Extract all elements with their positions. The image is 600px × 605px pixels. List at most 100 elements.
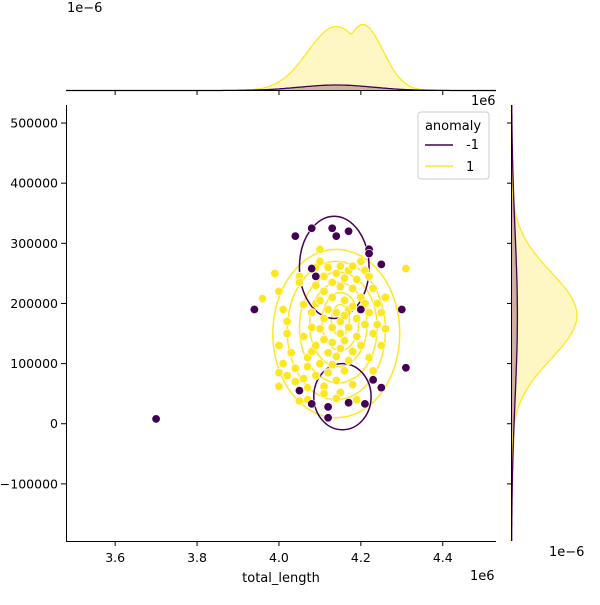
scatter-point-normal bbox=[319, 335, 329, 345]
top-marginal-offset-label: 1e−6 bbox=[67, 1, 102, 16]
scatter-point-normal bbox=[282, 329, 292, 339]
scatter-point-normal bbox=[360, 320, 370, 330]
scatter-point-normal bbox=[376, 341, 386, 351]
scatter-point-normal bbox=[323, 348, 333, 358]
scatter-point-anomaly bbox=[294, 386, 304, 396]
scatter-point-normal bbox=[331, 375, 341, 385]
scatter-point-normal bbox=[299, 332, 309, 342]
scatter-point-normal bbox=[303, 362, 313, 372]
kde-contour-anomaly bbox=[298, 215, 370, 320]
scatter-point-anomaly bbox=[307, 264, 317, 274]
scatter-point-normal bbox=[348, 261, 358, 271]
scatter-point-normal bbox=[290, 363, 300, 373]
top-marginal-fill-normal bbox=[66, 24, 496, 91]
scatter-point-normal bbox=[372, 298, 382, 308]
scatter-point-normal bbox=[327, 360, 337, 370]
scatter-point-normal bbox=[315, 359, 325, 369]
scatter-point-anomaly bbox=[344, 398, 354, 408]
legend-label-normal: 1 bbox=[466, 160, 474, 175]
right-marginal-plot: 1e−6 bbox=[507, 105, 584, 560]
scatter-points bbox=[151, 223, 411, 424]
scatter-point-normal bbox=[352, 332, 362, 342]
scatter-point-anomaly bbox=[323, 413, 333, 423]
scatter-point-normal bbox=[315, 324, 325, 334]
joint-scatter-plot: 3.6 3.8 4.0 4.2 4.4 −100000 0 100000 200000 3000… bbox=[0, 94, 496, 586]
scatter-point-normal bbox=[401, 264, 411, 274]
scatter-point-normal bbox=[372, 320, 382, 330]
scatter-point-normal bbox=[299, 374, 309, 384]
scatter-point-normal bbox=[299, 300, 309, 310]
scatter-point-normal bbox=[327, 292, 337, 302]
scatter-point-normal bbox=[315, 256, 325, 266]
legend: anomaly -1 1 bbox=[417, 111, 490, 180]
scatter-point-normal bbox=[364, 307, 374, 317]
y-tick-label: 200000 bbox=[10, 296, 58, 311]
scatter-point-anomaly bbox=[360, 399, 370, 409]
scatter-point-normal bbox=[270, 268, 280, 278]
top-marginal-line-normal bbox=[66, 23, 496, 92]
scatter-point-normal bbox=[319, 286, 329, 296]
scatter-point-normal bbox=[319, 313, 329, 323]
scatter-point-normal bbox=[274, 368, 284, 378]
scatter-point-normal bbox=[348, 347, 358, 357]
scatter-point-normal bbox=[282, 316, 292, 326]
scatter-point-normal bbox=[335, 344, 345, 354]
scatter-point-normal bbox=[274, 341, 284, 351]
x-tick-label: 3.6 bbox=[105, 550, 125, 565]
scatter-point-anomaly bbox=[290, 231, 300, 241]
scatter-point-anomaly bbox=[151, 414, 161, 424]
scatter-point-normal bbox=[323, 262, 333, 272]
scatter-point-normal bbox=[348, 380, 358, 390]
x-tick-label: 4.2 bbox=[351, 550, 371, 565]
scatter-point-normal bbox=[323, 304, 333, 314]
scatter-point-normal bbox=[352, 313, 362, 323]
scatter-point-anomaly bbox=[376, 259, 386, 269]
scatter-point-anomaly bbox=[311, 271, 321, 281]
y-tick-label: 100000 bbox=[10, 356, 58, 371]
scatter-point-normal bbox=[364, 271, 374, 281]
scatter-point-normal bbox=[339, 336, 349, 346]
kde-contour-normal bbox=[272, 248, 401, 419]
y-tick-label: 300000 bbox=[10, 236, 58, 251]
scatter-point-normal bbox=[278, 304, 288, 314]
scatter-point-normal bbox=[307, 323, 317, 333]
scatter-point-anomaly bbox=[344, 226, 354, 236]
legend-title: anomaly bbox=[425, 119, 481, 134]
x-tick-label: 4.4 bbox=[433, 550, 453, 565]
scatter-point-normal bbox=[335, 261, 345, 271]
scatter-point-anomaly bbox=[401, 363, 411, 373]
scatter-point-normal bbox=[380, 324, 390, 334]
scatter-point-anomaly bbox=[249, 304, 259, 314]
legend-label-anomaly: -1 bbox=[466, 138, 479, 153]
scatter-point-normal bbox=[331, 393, 341, 403]
y-tick-label: 500000 bbox=[10, 116, 58, 131]
scatter-point-normal bbox=[282, 371, 292, 381]
scatter-point-normal bbox=[286, 348, 296, 358]
scatter-point-normal bbox=[319, 389, 329, 399]
scatter-point-normal bbox=[344, 356, 354, 366]
scatter-point-normal bbox=[331, 268, 341, 278]
scatter-point-normal bbox=[331, 351, 341, 361]
scatter-point-normal bbox=[307, 307, 317, 317]
scatter-point-normal bbox=[327, 323, 337, 333]
scatter-point-normal bbox=[356, 341, 366, 351]
scatter-point-normal bbox=[376, 307, 386, 317]
scatter-point-anomaly bbox=[356, 304, 366, 314]
scatter-point-normal bbox=[311, 280, 321, 290]
x-tick-label: 4.0 bbox=[269, 550, 289, 565]
top-marginal-plot: 1e−6 bbox=[66, 1, 496, 95]
scatter-point-normal bbox=[348, 301, 358, 311]
scatter-point-normal bbox=[339, 366, 349, 376]
y-tick-label: −100000 bbox=[0, 476, 58, 491]
scatter-point-anomaly bbox=[331, 231, 341, 241]
scatter-point-normal bbox=[368, 283, 378, 293]
y-tick-label: 400000 bbox=[10, 176, 58, 191]
scatter-point-normal bbox=[274, 381, 284, 391]
scatter-point-normal bbox=[339, 310, 349, 320]
scatter-point-normal bbox=[278, 359, 288, 369]
kde-contour-anomaly bbox=[313, 362, 372, 431]
y-axis-ticks: −100000 0 100000 200000 300000 400000 500000 bbox=[0, 116, 66, 491]
x-axis-ticks: 3.6 3.8 4.0 4.2 4.4 bbox=[105, 541, 453, 565]
